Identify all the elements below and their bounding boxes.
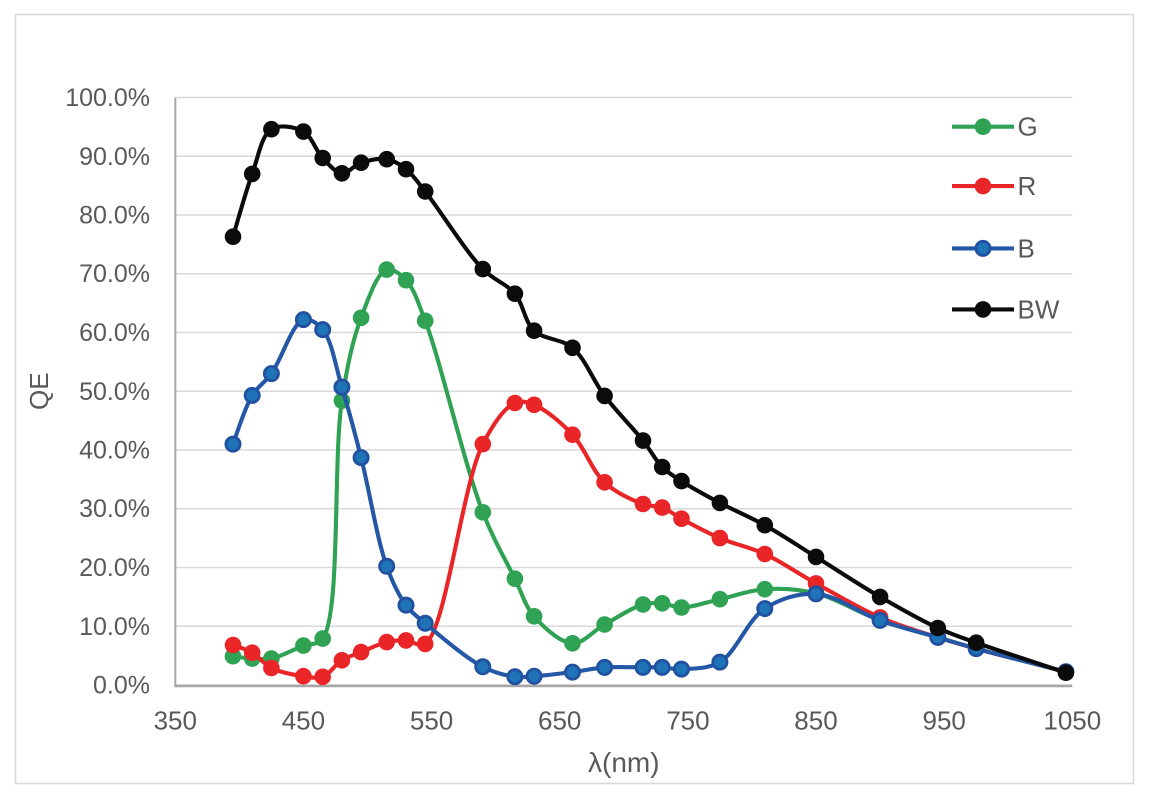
svg-text:550: 550 — [410, 706, 453, 736]
svg-text:20.0%: 20.0% — [79, 554, 150, 582]
svg-text:R: R — [1018, 171, 1037, 201]
svg-text:350: 350 — [154, 706, 197, 736]
svg-text:950: 950 — [923, 706, 966, 736]
svg-text:750: 750 — [666, 706, 709, 736]
svg-text:B: B — [1018, 233, 1035, 263]
svg-text:λ(nm): λ(nm) — [588, 747, 660, 778]
svg-text:QE: QE — [24, 372, 54, 410]
svg-text:10.0%: 10.0% — [79, 613, 150, 641]
svg-text:1050: 1050 — [1043, 706, 1101, 736]
svg-text:50.0%: 50.0% — [79, 378, 150, 406]
svg-text:60.0%: 60.0% — [79, 319, 150, 347]
svg-text:850: 850 — [794, 706, 837, 736]
svg-text:80.0%: 80.0% — [79, 202, 150, 230]
svg-text:0.0%: 0.0% — [93, 672, 150, 700]
svg-text:G: G — [1018, 112, 1038, 142]
svg-text:100.0%: 100.0% — [65, 84, 150, 112]
svg-text:650: 650 — [538, 706, 581, 736]
svg-text:450: 450 — [282, 706, 325, 736]
svg-text:70.0%: 70.0% — [79, 260, 150, 288]
svg-text:40.0%: 40.0% — [79, 437, 150, 465]
svg-text:90.0%: 90.0% — [79, 143, 150, 171]
svg-text:30.0%: 30.0% — [79, 495, 150, 523]
svg-text:BW: BW — [1018, 294, 1060, 324]
